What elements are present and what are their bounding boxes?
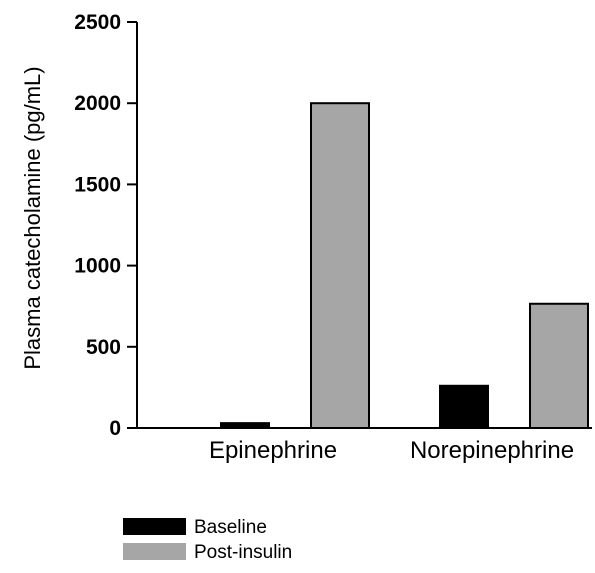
legend-swatch [123, 518, 186, 535]
legend: Baseline Post-insulin [123, 517, 292, 563]
legend-swatch [123, 543, 186, 560]
bar-baseline-norepinephrine [439, 384, 489, 429]
category-label: Epinephrine [209, 437, 337, 464]
y-tick-label: 1500 [74, 173, 121, 196]
bar-baseline-epinephrine [220, 422, 270, 429]
y-tick-label: 2500 [74, 11, 121, 34]
y-tick-label: 1000 [74, 255, 121, 278]
bar-post-insulin-norepinephrine [529, 302, 589, 430]
y-tick-label: 0 [109, 417, 121, 440]
y-tick-label: 2000 [74, 92, 121, 115]
y-axis: 0 500 1000 1500 2000 2500 [74, 11, 138, 440]
legend-label: Baseline [194, 517, 267, 538]
category-label: Norepinephrine [410, 437, 574, 464]
y-tick-label: 500 [86, 336, 121, 359]
bars-group [220, 102, 589, 430]
y-axis-title: Plasma catecholamine (pg/mL) [20, 66, 45, 369]
legend-label: Post-insulin [194, 542, 292, 563]
bar-post-insulin-epinephrine [310, 102, 370, 429]
category-labels: Epinephrine Norepinephrine [209, 437, 574, 464]
